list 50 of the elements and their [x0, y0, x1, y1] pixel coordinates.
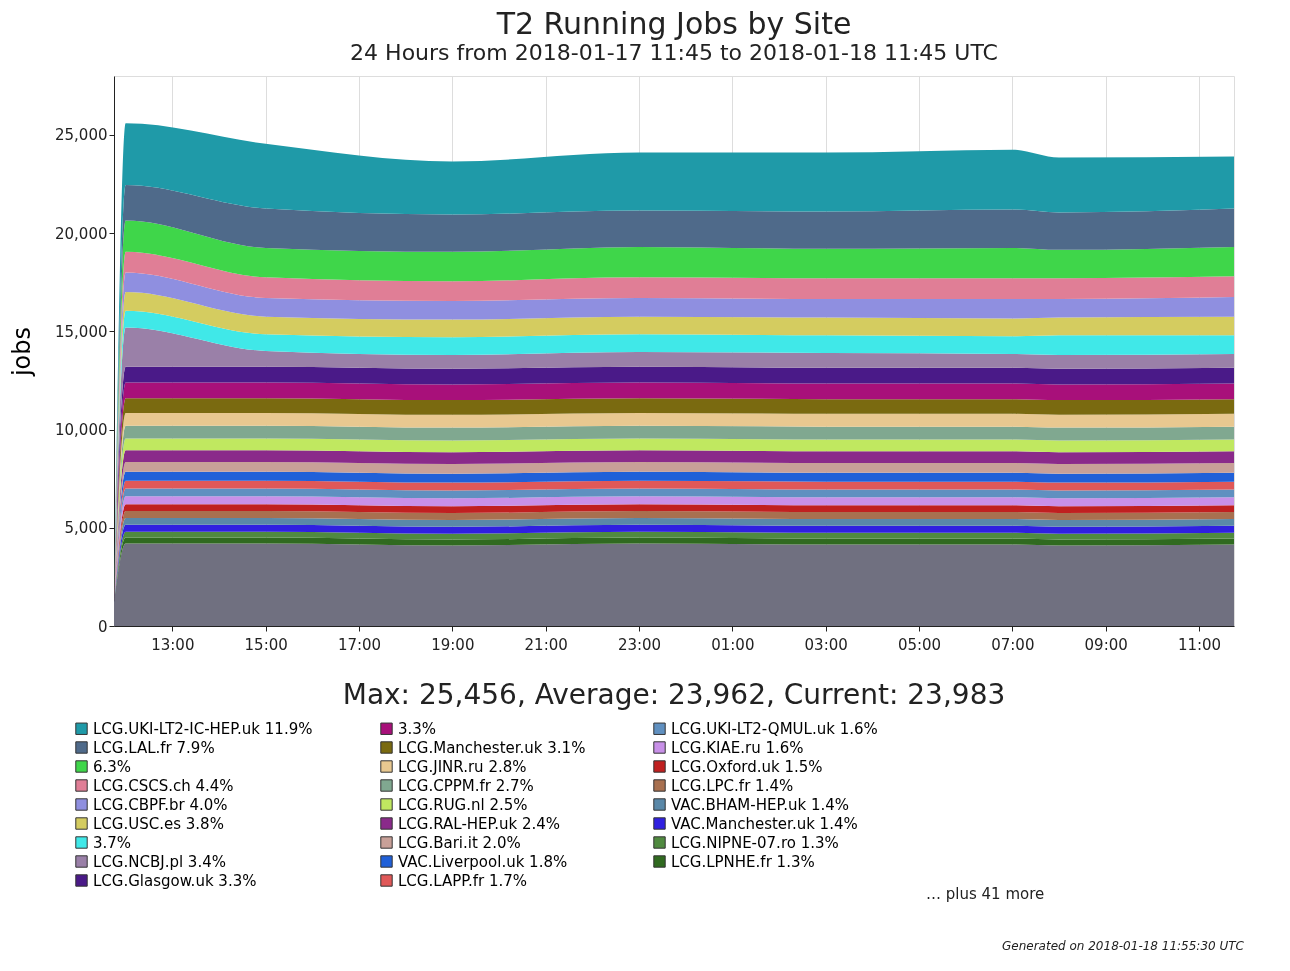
legend-label: LCG.USC.es 3.8% [93, 814, 224, 833]
legend-label: LCG.NCBJ.pl 3.4% [93, 852, 226, 871]
legend-label: LCG.LAL.fr 7.9% [93, 738, 215, 757]
text: Generated on 2018-01-18 11:55:30 UTC [1002, 938, 1245, 953]
legend-label: LCG.LAPP.fr 1.7% [398, 871, 528, 890]
legend-label: 3.7% [93, 833, 132, 852]
legend-label: 3.3% [398, 719, 437, 738]
y-tick-label: 25,000 [55, 126, 108, 145]
y-axis-title: jobs [8, 326, 37, 378]
x-tick-label: 21:00 [524, 635, 568, 654]
legend-label: LCG.RAL-HEP.uk 2.4% [398, 814, 561, 833]
x-tick-label: 17:00 [337, 635, 382, 654]
legend-label: LCG.CSCS.ch 4.4% [93, 776, 234, 795]
y-tick-label: 10,000 [55, 421, 108, 440]
legend-label: LCG.Manchester.uk 3.1% [398, 738, 586, 757]
x-tick-label: 07:00 [991, 635, 1035, 654]
y-tick-label: 15,000 [55, 322, 108, 341]
x-tick-label: 13:00 [151, 635, 195, 654]
legend-label: VAC.BHAM-HEP.uk 1.4% [671, 795, 850, 814]
legend-label: VAC.Liverpool.uk 1.8% [398, 852, 568, 871]
chart-subtitle: 24 Hours from 2018-01-17 11:45 to 2018-01-18 11:45 UTC [350, 40, 998, 65]
y-tick-label: 0 [97, 617, 108, 636]
x-tick-label: 19:00 [431, 635, 475, 654]
legend-label: LCG.LPNHE.fr 1.3% [671, 852, 815, 871]
x-tick-label: 05:00 [897, 635, 942, 654]
text: Max: 25,456, Average: 23,962, Current: 23,983 [342, 678, 1006, 711]
x-tick-label: 03:00 [804, 635, 848, 654]
x-tick-label: 01:00 [711, 635, 755, 654]
chart-title: T2 Running Jobs by Site [495, 6, 852, 41]
legend-label: LCG.LPC.fr 1.4% [671, 776, 794, 795]
legend-label: LCG.Bari.it 2.0% [398, 833, 521, 852]
legend-label: LCG.KIAE.ru 1.6% [671, 738, 804, 757]
x-tick-label: 23:00 [617, 635, 662, 654]
y-tick-label: 5,000 [64, 519, 108, 538]
legend-label: LCG.Oxford.uk 1.5% [671, 757, 823, 776]
legend-label: LCG.RUG.nl 2.5% [398, 795, 528, 814]
legend-label: LCG.Glasgow.uk 3.3% [93, 871, 257, 890]
legend-label: LCG.NIPNE-07.ro 1.3% [671, 833, 839, 852]
legend-label: LCG.CBPF.br 4.0% [93, 795, 228, 814]
legend-label: LCG.UKI-LT2-IC-HEP.uk 11.9% [93, 719, 313, 738]
y-tick-label: 20,000 [55, 224, 108, 243]
text: … plus 41 more [926, 885, 1045, 903]
legend-label: 6.3% [93, 757, 132, 776]
legend-label: LCG.CPPM.fr 2.7% [398, 776, 534, 795]
x-tick-label: 09:00 [1084, 635, 1128, 654]
legend-label: LCG.JINR.ru 2.8% [398, 757, 527, 776]
x-tick-label: 15:00 [244, 635, 288, 654]
legend-label: LCG.UKI-LT2-QMUL.uk 1.6% [671, 719, 878, 738]
legend-label: VAC.Manchester.uk 1.4% [671, 814, 858, 833]
x-tick-label: 11:00 [1177, 635, 1222, 654]
